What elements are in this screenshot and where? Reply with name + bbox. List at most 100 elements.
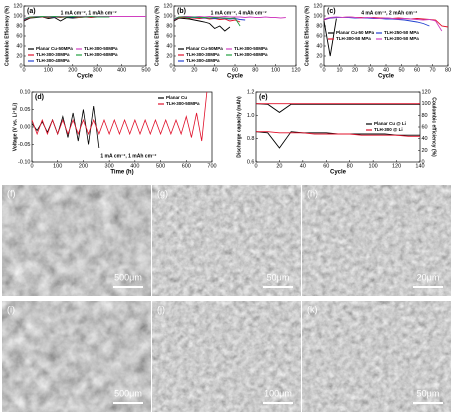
x-tick-label: 300 xyxy=(93,67,102,73)
data-line xyxy=(173,17,231,32)
y-tick-label: 80 xyxy=(166,23,172,29)
x-tick-label: 0 xyxy=(254,163,257,169)
y-tick-label: 20 xyxy=(316,53,322,59)
data-line xyxy=(323,16,449,28)
x-tick-label: 200 xyxy=(79,163,88,169)
legend-label: TLH-300-50MPa xyxy=(166,101,200,106)
y-tick-label: 1.0 xyxy=(247,113,255,119)
image-label: (i) xyxy=(7,304,15,314)
sem-image xyxy=(2,185,151,296)
x-tick-label: 200 xyxy=(68,67,77,73)
legend-label: TLH-300-30MPa xyxy=(36,52,70,57)
x-tick-label: 50 xyxy=(398,67,404,73)
x-tick-label: 60 xyxy=(323,163,329,169)
x-tick-label: 60 xyxy=(232,67,238,73)
y-tick-label: 0.10 xyxy=(20,89,31,95)
y2-tick-label: 120 xyxy=(422,89,431,95)
y-tick-label: 0.6 xyxy=(247,159,255,165)
legend-label: TLH-300-40MPa xyxy=(36,58,70,63)
legend-label: TLH-300-50 MPa xyxy=(336,36,371,41)
legend-label: Planar Cu-50MPa xyxy=(186,46,223,51)
y-tick-label: 40 xyxy=(316,43,322,49)
y-tick-label: 0 xyxy=(169,63,172,69)
x-tick-label: 500 xyxy=(156,163,165,169)
y-axis-label: Voltage (V vs. Li⁺/Li) xyxy=(12,102,18,151)
scale-bar-label: 50μm xyxy=(417,388,440,398)
panel-label: (d) xyxy=(35,94,44,101)
y-tick-label: 20 xyxy=(166,53,172,59)
sem-image xyxy=(302,185,451,296)
y2-tick-label: 80 xyxy=(422,113,428,119)
x-tick-label: 20 xyxy=(276,163,282,169)
x-tick-label: 70 xyxy=(429,67,435,73)
y-tick-label: 120 xyxy=(13,3,22,9)
x-tick-label: 0 xyxy=(22,67,25,73)
data-line xyxy=(173,16,241,27)
panel-label: (a) xyxy=(27,8,36,15)
data-line xyxy=(23,16,110,20)
annotation: 1 mA cm⁻², 1 mAh cm⁻² xyxy=(100,153,156,159)
x-axis-label: Cycle xyxy=(77,74,94,80)
panel-label: (c) xyxy=(327,8,336,15)
x-tick-label: 40 xyxy=(212,67,218,73)
y-tick-label: 120 xyxy=(163,3,172,9)
y2-tick-label: 0 xyxy=(422,159,425,165)
legend-label: TLH-300-50MPa xyxy=(84,46,118,51)
y2-tick-label: 20 xyxy=(422,148,428,154)
y-tick-label: 0.8 xyxy=(247,136,255,142)
data-line xyxy=(256,131,420,137)
x-tick-label: 700 xyxy=(207,163,216,169)
y-tick-label: 1.2 xyxy=(247,89,255,95)
y-tick-label: 80 xyxy=(16,23,22,29)
y-axis-label: Coulombic Efficiency (%) xyxy=(304,6,310,66)
scale-bar-label: 100μm xyxy=(264,388,292,398)
x-tick-label: 80 xyxy=(445,67,451,73)
y-tick-label: 60 xyxy=(316,33,322,39)
data-line xyxy=(255,103,420,113)
x-tick-label: 30 xyxy=(367,67,373,73)
y-tick-label: 40 xyxy=(16,43,22,49)
y-tick-label: 40 xyxy=(166,43,172,49)
x-tick-label: 500 xyxy=(141,67,150,73)
x-tick-label: 600 xyxy=(182,163,191,169)
x-tick-label: 0 xyxy=(30,163,33,169)
y-tick-label: 120 xyxy=(313,3,322,9)
x-tick-label: 120 xyxy=(291,67,300,73)
scale-bar-label: 20μm xyxy=(417,272,440,282)
y-tick-label: -0.05 xyxy=(18,142,31,148)
x-tick-label: 300 xyxy=(105,163,114,169)
annotation: 1 mA cm⁻², 4 mAh cm⁻² xyxy=(211,10,267,16)
legend-label: Planar Cu-50 MPa xyxy=(336,30,375,35)
panel-label: (b) xyxy=(177,8,186,15)
legend-label: TLH-300-60MPa xyxy=(234,52,268,57)
sem-image xyxy=(152,185,301,296)
image-label: (k) xyxy=(307,304,318,314)
x-tick-label: 20 xyxy=(352,67,358,73)
x-tick-label: 400 xyxy=(130,163,139,169)
sem-image xyxy=(2,301,151,412)
data-line xyxy=(31,91,208,142)
legend-label: TLH-300-60MPa xyxy=(84,52,118,57)
y-tick-label: 0 xyxy=(19,63,22,69)
data-line xyxy=(173,17,241,23)
panel-label: (e) xyxy=(259,94,268,101)
legend-label: TLH-200-50 MPa xyxy=(384,36,419,41)
annotation: 1 mA cm⁻², 1 mAh cm⁻² xyxy=(61,10,117,16)
annotation: 4 mA cm⁻², 2 mAh cm⁻² xyxy=(361,10,417,16)
x-tick-label: 0 xyxy=(172,67,175,73)
data-line xyxy=(23,16,86,22)
x-tick-label: 100 xyxy=(44,67,53,73)
x-tick-label: 60 xyxy=(414,67,420,73)
x-axis-label: Time (h) xyxy=(110,170,133,176)
data-line xyxy=(323,16,443,32)
y-tick-label: 100 xyxy=(313,13,322,19)
legend-label: TLH-250-50 MPa xyxy=(384,30,419,35)
x-tick-label: 40 xyxy=(383,67,389,73)
x-tick-label: 40 xyxy=(300,163,306,169)
legend-label: TLH-300-50MPa xyxy=(234,46,268,51)
image-label: (f) xyxy=(7,188,16,198)
x-tick-label: 80 xyxy=(347,163,353,169)
x-axis-label: Cycle xyxy=(378,74,395,80)
y-tick-label: 0 xyxy=(319,63,322,69)
